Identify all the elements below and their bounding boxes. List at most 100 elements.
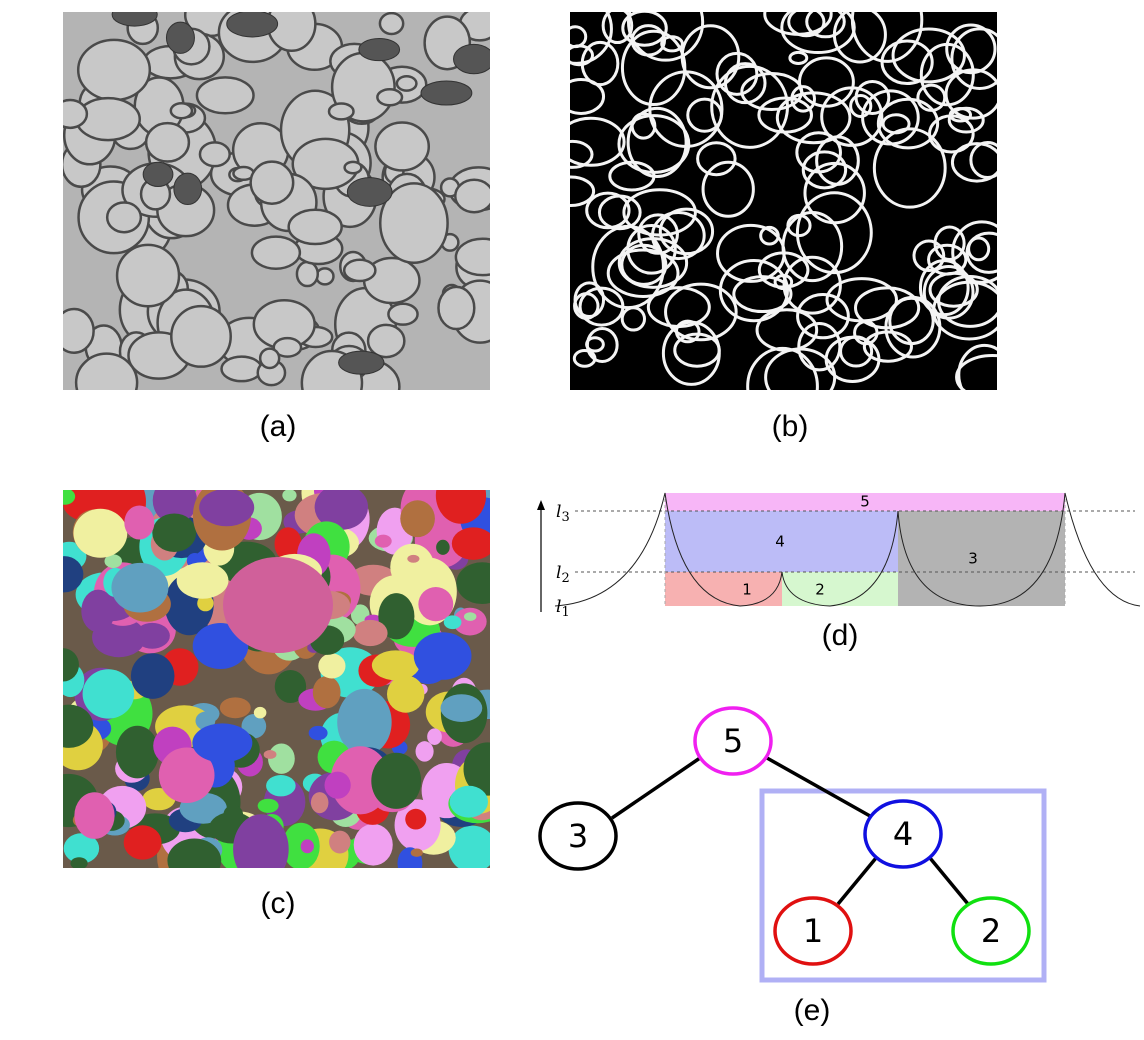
cell xyxy=(171,306,230,367)
node-label: 5 xyxy=(723,722,743,760)
segment xyxy=(464,612,476,621)
segment xyxy=(375,535,392,548)
segment xyxy=(407,555,419,563)
segment xyxy=(233,814,289,884)
segment xyxy=(47,648,79,681)
node-label: 1 xyxy=(803,912,823,950)
segment xyxy=(372,650,420,680)
region-label: 1 xyxy=(742,581,752,599)
segment xyxy=(313,676,341,708)
segment xyxy=(452,527,495,560)
organelle xyxy=(174,173,202,204)
cell xyxy=(329,103,353,119)
region-label: 3 xyxy=(968,550,978,568)
cell xyxy=(222,357,262,382)
cell xyxy=(380,13,403,34)
segment xyxy=(414,632,472,680)
cell xyxy=(76,354,137,412)
cell xyxy=(107,202,141,232)
segment xyxy=(167,839,221,883)
cell xyxy=(377,89,402,105)
organelle xyxy=(454,44,495,73)
segment xyxy=(83,669,135,718)
organelle xyxy=(339,351,384,374)
segment xyxy=(44,705,93,748)
segment xyxy=(266,775,296,796)
segment xyxy=(70,857,87,869)
segment xyxy=(325,772,351,799)
segment xyxy=(258,799,279,813)
segment xyxy=(371,753,421,809)
segment xyxy=(354,824,393,866)
segment xyxy=(264,750,277,759)
segment xyxy=(192,723,252,762)
cell xyxy=(344,260,375,281)
segment xyxy=(456,562,508,604)
level-label: l2 xyxy=(556,563,570,586)
hierarchy-diagram: 1 2 3 4 5 l1 l2 l3 xyxy=(537,493,1140,621)
caption: (e) xyxy=(794,994,831,1027)
segment xyxy=(405,809,426,830)
segment xyxy=(418,587,453,621)
region-label: 2 xyxy=(815,581,825,599)
segment xyxy=(449,826,497,873)
segment xyxy=(116,726,159,779)
region-3 xyxy=(898,511,1065,606)
segment xyxy=(318,653,345,678)
cell xyxy=(53,100,86,128)
segment xyxy=(268,744,295,774)
organelle xyxy=(359,38,400,60)
segment xyxy=(309,726,328,740)
segment xyxy=(444,615,462,629)
segment xyxy=(282,489,296,501)
caption: (b) xyxy=(772,410,809,443)
segment xyxy=(131,653,175,699)
organelle xyxy=(227,11,278,37)
cell xyxy=(78,40,150,100)
cell xyxy=(455,180,493,212)
boundary-map xyxy=(542,0,1028,424)
segment xyxy=(223,557,333,653)
level-index: 1 xyxy=(561,605,569,620)
cell xyxy=(197,77,254,113)
segment xyxy=(111,563,168,613)
segment xyxy=(124,825,162,859)
cell xyxy=(438,287,474,329)
segmentation-image xyxy=(37,467,512,891)
edge xyxy=(767,758,870,816)
segment xyxy=(329,831,350,854)
segment xyxy=(220,697,251,718)
cell xyxy=(54,309,93,353)
cell xyxy=(171,103,192,118)
segment xyxy=(254,707,267,719)
segment xyxy=(74,792,114,839)
segment xyxy=(436,540,450,555)
segment xyxy=(427,728,442,745)
segment xyxy=(353,620,388,646)
segment xyxy=(400,500,435,537)
cell xyxy=(456,239,510,275)
cell xyxy=(252,237,300,269)
level-label: l3 xyxy=(556,502,570,525)
level-index: 2 xyxy=(561,571,569,586)
cell xyxy=(397,76,417,90)
cell xyxy=(375,123,428,171)
segment xyxy=(55,488,76,504)
cell xyxy=(260,349,279,368)
segment xyxy=(124,505,154,539)
cell xyxy=(297,262,318,286)
node-label: 4 xyxy=(893,815,913,853)
edge xyxy=(838,858,876,904)
segment xyxy=(441,694,483,722)
cell xyxy=(368,325,404,357)
cell xyxy=(316,268,333,284)
segment xyxy=(387,675,424,712)
cell xyxy=(345,162,362,173)
segment xyxy=(320,499,341,513)
cell xyxy=(388,304,417,325)
region-label: 5 xyxy=(860,493,870,511)
arrow-head xyxy=(537,500,545,510)
region-1 xyxy=(665,572,782,606)
organelle xyxy=(143,162,173,186)
segment xyxy=(45,556,83,592)
